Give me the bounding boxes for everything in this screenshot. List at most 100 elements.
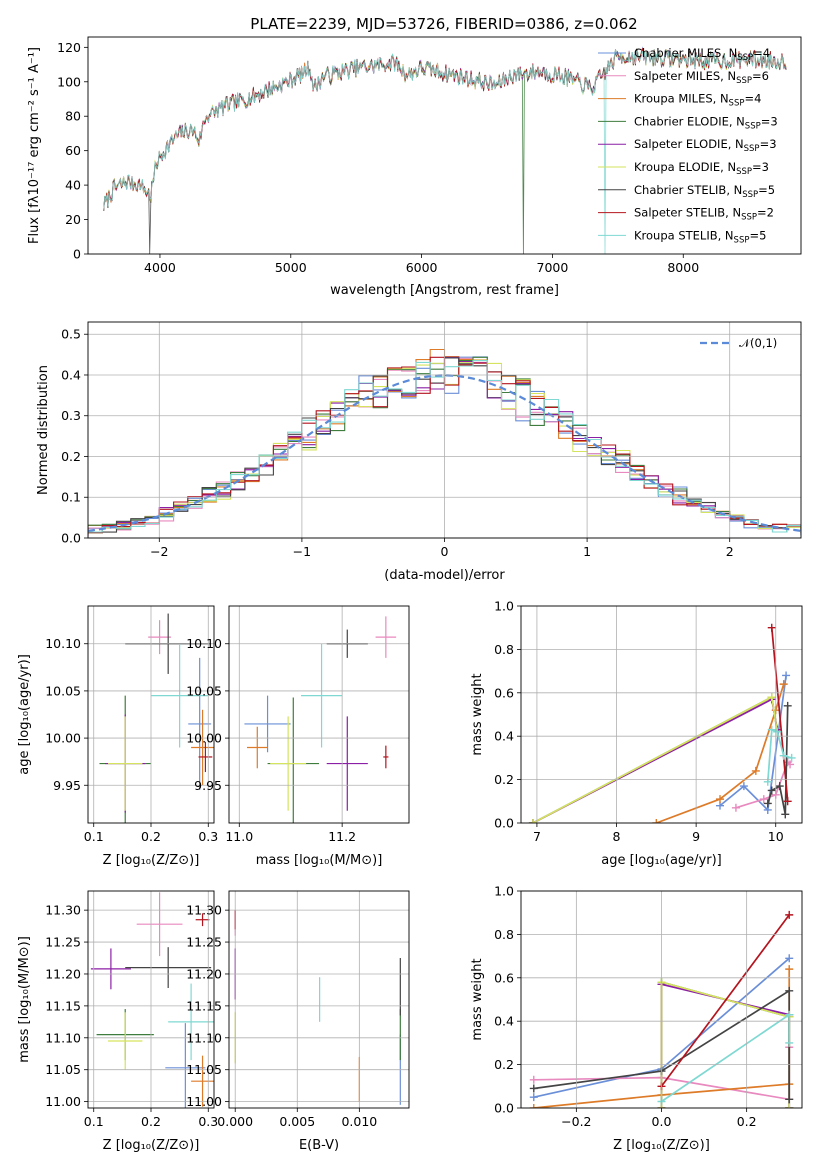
data-point-marker [763, 799, 772, 808]
data-point-marker [652, 819, 661, 823]
tick-label-y: 40 [65, 178, 81, 193]
tick-label-x: 9 [692, 829, 700, 844]
legend-entry-count: =5 [758, 183, 775, 197]
legend-entry: Kroupa STELIB, NSSP=5 [634, 228, 766, 245]
tick-label-x: 0.2 [737, 1114, 757, 1129]
tick-label-y: 11.30 [45, 903, 81, 918]
tick-label-x: 6000 [406, 260, 438, 275]
data-point-marker [785, 965, 794, 974]
tick-label-y: 11.20 [186, 966, 222, 981]
tick-label-y: 0.2 [494, 1057, 514, 1072]
panel-age_vs_z: 0.1 0.2 0.3 9.95 10.00 10.05 10.10 Z [log₁₀(Z/Z… [17, 605, 218, 868]
data-point-marker [785, 954, 794, 963]
tick-label-x: 7 [533, 829, 541, 844]
data-point-marker [731, 803, 740, 812]
data-point-marker [785, 1104, 794, 1108]
tick-label-y: 100 [57, 74, 81, 89]
tick-label-x: 8 [613, 829, 621, 844]
tick-label-y: 0.3 [61, 408, 81, 423]
legend-entry-count: =3 [761, 114, 778, 128]
tick-label-x: 0.005 [279, 1114, 315, 1129]
data-point-marker [767, 693, 776, 702]
tick-label-y: 10.10 [186, 636, 222, 651]
tick-label-x: 11.2 [328, 829, 356, 844]
legend: 𝒩(0,1) [700, 336, 777, 350]
tick-label-y: 11.20 [45, 966, 81, 981]
legend-entry-text: Kroupa STELIB, N [634, 228, 734, 242]
tick-label-x: 0.000 [217, 1114, 253, 1129]
tick-label-y: 10.10 [45, 636, 81, 651]
legend-entry-count: =2 [757, 206, 774, 220]
tick-label-x: 0.3 [198, 1114, 218, 1129]
legend-entry: Kroupa MILES, NSSP=4 [634, 92, 761, 109]
tick-label-y: 11.25 [186, 935, 222, 950]
data-point-marker [767, 623, 776, 632]
tick-label-y: 10.05 [186, 683, 222, 698]
tick-label-x: 10 [768, 829, 784, 844]
tick-label-x: 1 [583, 544, 591, 559]
plot-area-age_vs_z [99, 613, 214, 823]
tick-label-y: 0.6 [494, 970, 514, 985]
panel-mass_vs_z: 0.1 0.2 0.3 11.00 11.05 11.10 11.15 11.20 11.25 1… [17, 890, 218, 1153]
tick-label-y: 11.10 [45, 1030, 81, 1045]
axes-frame [87, 36, 802, 255]
tick-label-x: 8000 [667, 260, 699, 275]
tick-label-y: 10.00 [45, 731, 81, 746]
data-point-marker [767, 725, 776, 734]
data-point-marker [786, 760, 795, 769]
data-point-marker [785, 1095, 794, 1104]
legend-entry: Salpeter MILES, NSSP=6 [634, 69, 769, 86]
legend-entry: Chabrier ELODIE, NSSP=3 [634, 114, 778, 131]
tick-label-y: 1.0 [494, 599, 514, 614]
y-axis-label: age [log₁₀(age/yr)] [17, 654, 32, 775]
tick-label-x: 7000 [537, 260, 569, 275]
axes-frame [520, 605, 803, 824]
tick-label-x: −1 [293, 544, 311, 559]
tick-label-y: 0.1 [61, 490, 81, 505]
legend-entry-count: =3 [760, 137, 777, 151]
legend-entry-text: Chabrier ELODIE, N [634, 114, 745, 128]
legend-entry-text: Kroupa MILES, N [634, 92, 729, 106]
panel-spectrum: 4000 5000 6000 7000 8000 0 20 40 60 80 100 120 wavel… [27, 36, 802, 298]
plot-area-mass_vs_ebv [234, 910, 401, 1105]
legend-entry-sub: SSP [745, 121, 761, 131]
figure-title: PLATE=2239, MJD=53726, FIBERID=0386, z=0… [250, 15, 637, 33]
tick-label-x: 2 [726, 544, 734, 559]
tick-label-y: 11.05 [186, 1062, 222, 1077]
tick-label-y: 60 [65, 143, 81, 158]
x-axis-label: Z [log₁₀(Z/Z⊙)] [103, 1138, 200, 1153]
legend-entry-sub: SSP [736, 76, 752, 86]
panel-mass_vs_ebv: 0.000 0.005 0.010 11.00 11.05 11.10 11.15 11.20… [186, 890, 410, 1153]
spectrum-series-line [103, 49, 787, 254]
tick-label-x: 0.010 [341, 1114, 377, 1129]
panel-mass_weight_vs_z: −0.2 0.0 0.2 0.0 0.2 0.4 0.6 0.8 1.0 Z [log₁₀(Z/Z… [470, 884, 803, 1153]
x-axis-label: mass [log₁₀(M/M⊙)] [256, 853, 383, 868]
mass-weight-series [660, 914, 790, 1087]
legend-entry: Salpeter STELIB, NSSP=2 [634, 206, 774, 223]
tick-label-y: 11.00 [45, 1094, 81, 1109]
data-point-marker [767, 786, 776, 795]
tick-label-x: 4000 [144, 260, 176, 275]
data-point-marker [785, 1038, 794, 1047]
mass-weight-series [719, 675, 787, 812]
data-point-marker [785, 986, 794, 995]
tick-label-y: 0.0 [61, 531, 81, 546]
tick-label-y: 0.4 [494, 1014, 514, 1029]
tick-label-x: 0.1 [84, 829, 104, 844]
legend-entry-sub: SSP [737, 53, 753, 63]
tick-label-x: 11.0 [225, 829, 253, 844]
data-point-marker [751, 766, 760, 775]
data-point-marker [787, 753, 796, 762]
y-axis-label: mass [log₁₀(M/M⊙)] [17, 936, 32, 1063]
tick-label-y: 11.30 [186, 903, 222, 918]
legend-entry: Chabrier MILES, NSSP=4 [634, 46, 770, 63]
data-point-marker [782, 671, 791, 680]
legend-entry-sub: SSP [736, 167, 752, 177]
panels: 4000 5000 6000 7000 8000020406080100120wavel… [17, 36, 803, 1153]
tick-label-y: 0.2 [61, 449, 81, 464]
tick-label-y: 11.10 [186, 1030, 222, 1045]
tick-label-y: 0.6 [494, 685, 514, 700]
legend-entry-text: Chabrier STELIB, N [634, 183, 742, 197]
tick-label-y: 11.05 [45, 1062, 81, 1077]
